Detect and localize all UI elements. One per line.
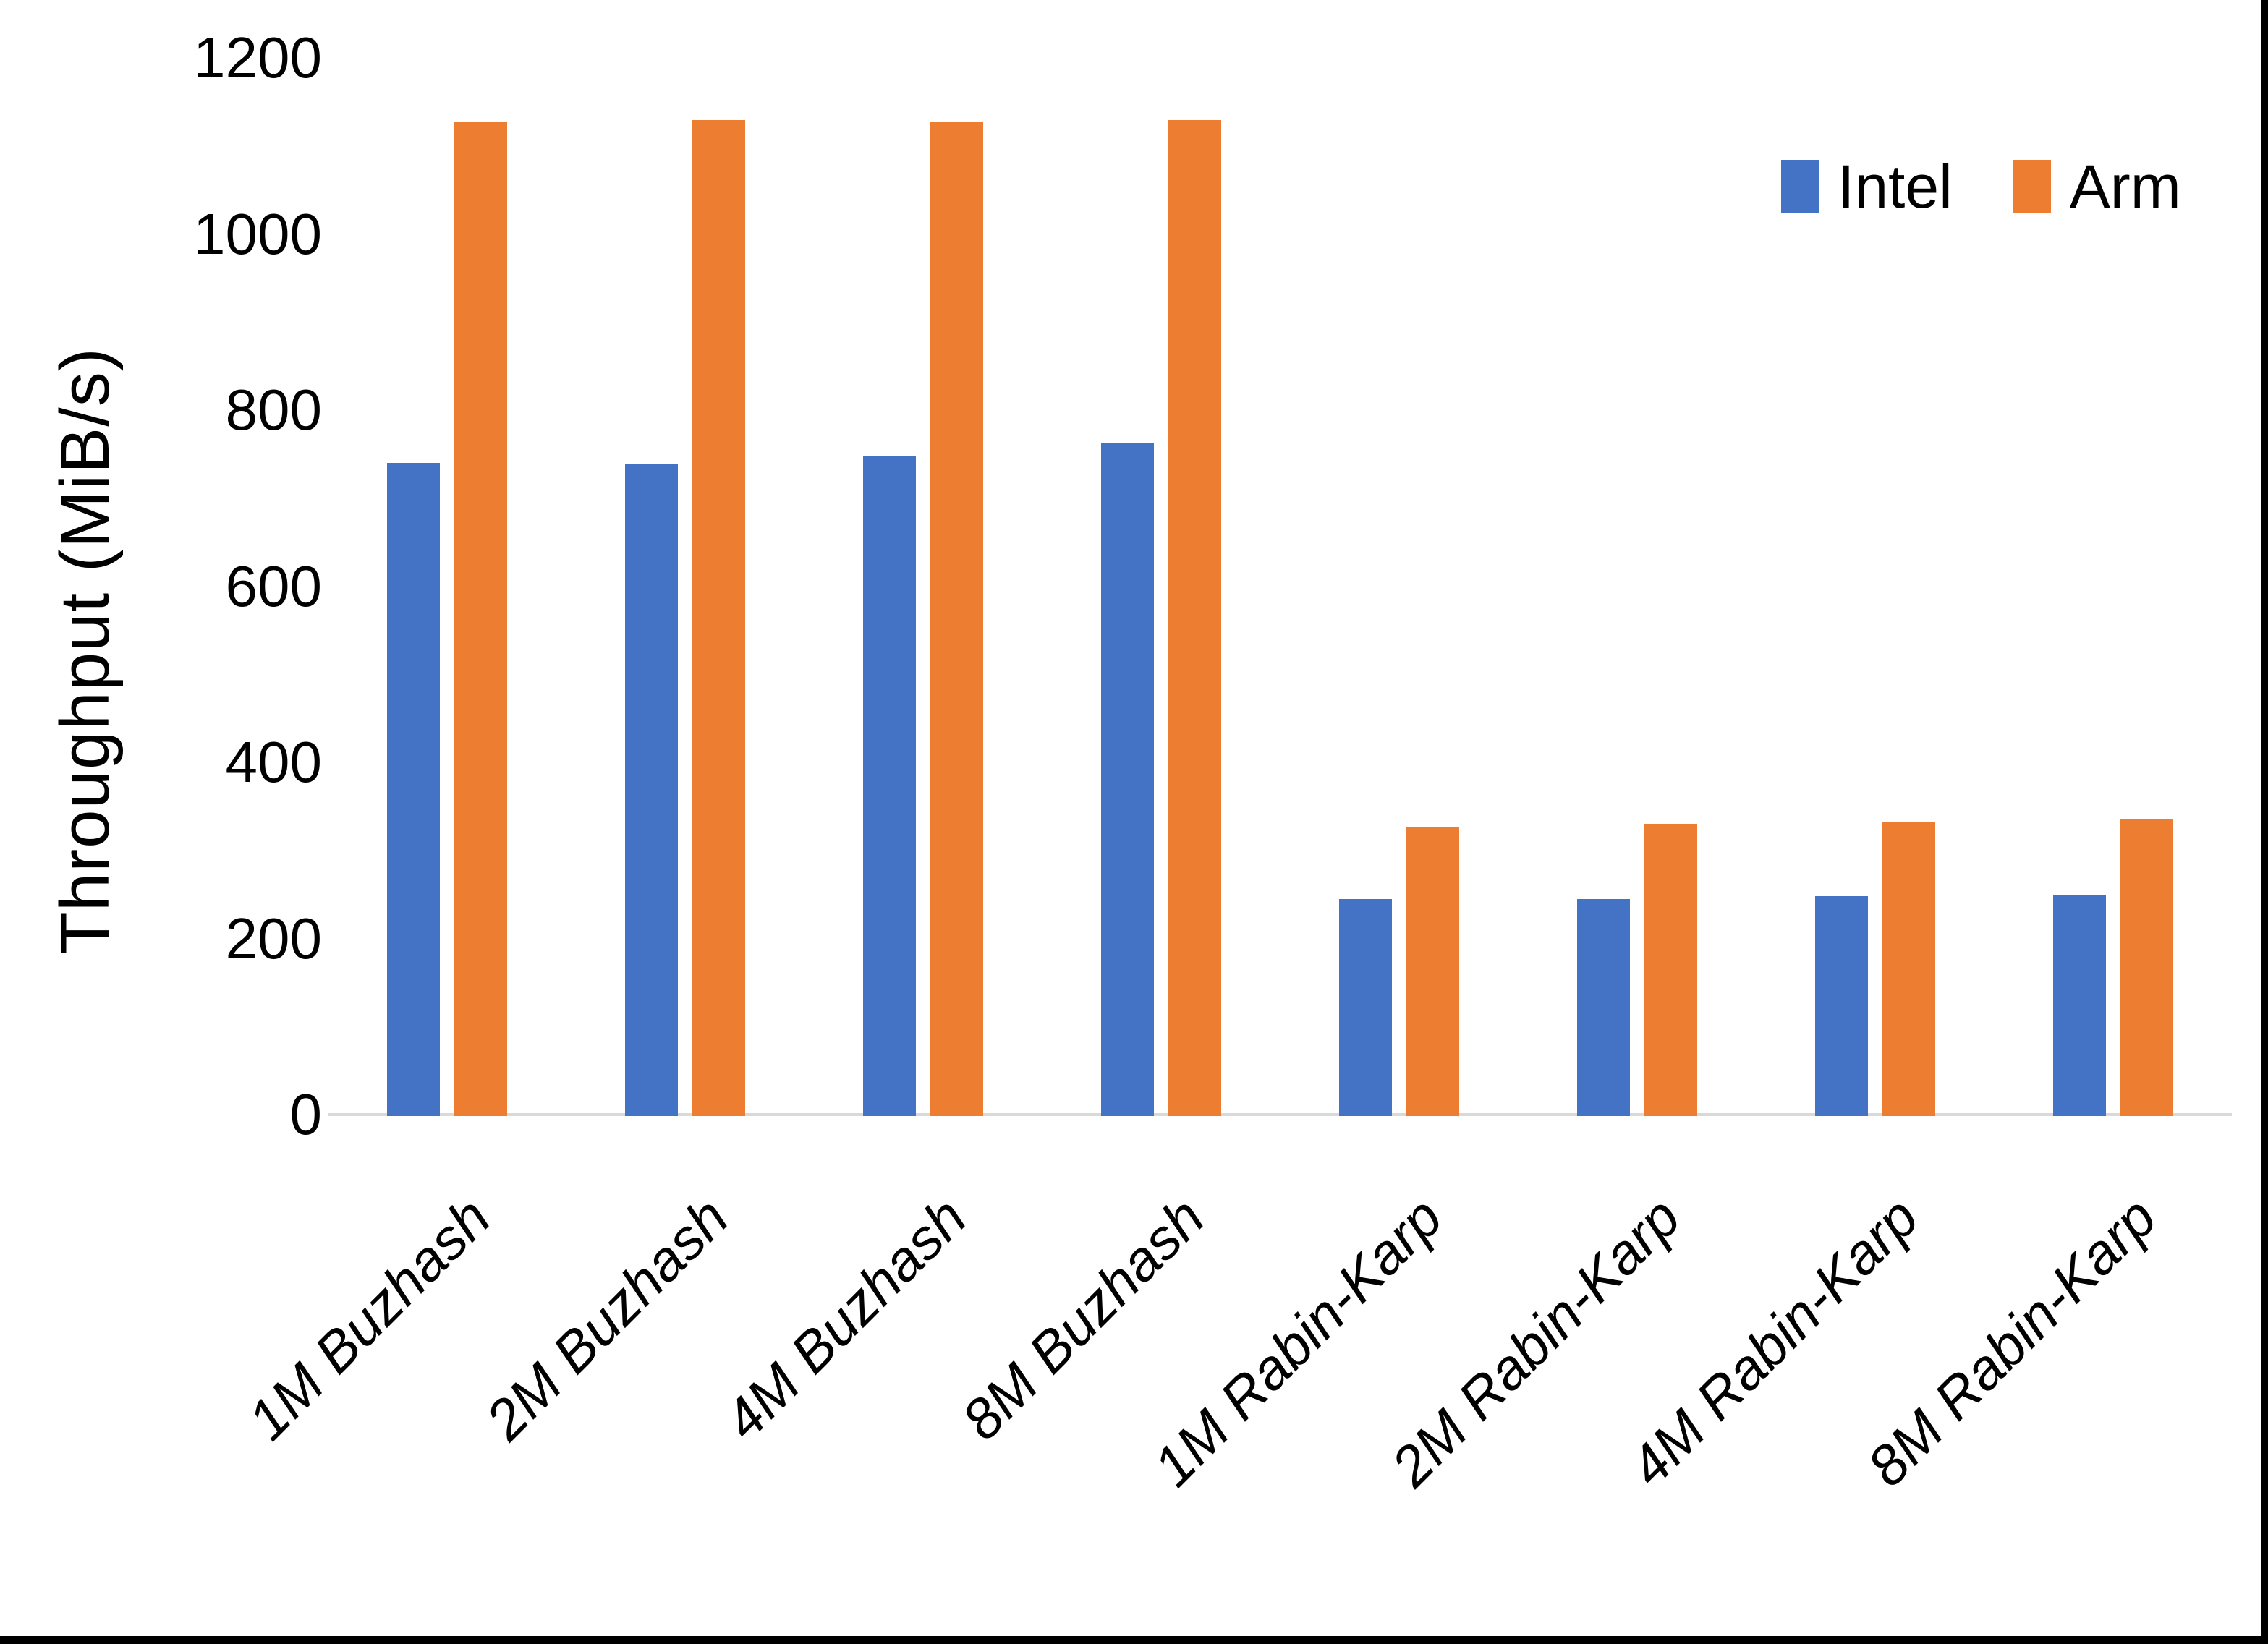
- bar-arm-2m-rabin-karp: [1644, 824, 1697, 1116]
- y-tick-400: 400: [225, 730, 322, 794]
- y-tick-0: 0: [289, 1082, 323, 1146]
- legend-label-arm: Arm: [2069, 153, 2181, 221]
- bar-intel-2m-buzhash: [625, 464, 678, 1116]
- bar-arm-2m-buzhash: [692, 120, 745, 1116]
- x-axis-line: [328, 1113, 2232, 1116]
- screen-edge-bottom: [0, 1636, 2268, 1644]
- bar-intel-4m-buzhash: [863, 456, 916, 1116]
- bar-intel-1m-rabin-karp: [1339, 899, 1392, 1116]
- bar-intel-8m-rabin-karp: [2053, 895, 2106, 1116]
- bar-arm-8m-rabin-karp: [2120, 819, 2173, 1116]
- y-tick-200: 200: [225, 906, 322, 971]
- bar-intel-1m-buzhash: [387, 463, 440, 1116]
- bar-intel-8m-buzhash: [1101, 443, 1154, 1116]
- bar-arm-8m-buzhash: [1168, 120, 1221, 1116]
- y-tick-1200: 1200: [193, 25, 322, 90]
- x-label-1m-buzhash: 1M Buzhash: [235, 1185, 503, 1452]
- screen-edge-right: [2261, 0, 2268, 1644]
- legend-swatch-arm: [2013, 160, 2051, 213]
- bar-arm-4m-buzhash: [930, 122, 983, 1116]
- x-label-8m-buzhash: 8M Buzhash: [949, 1185, 1217, 1452]
- y-tick-600: 600: [225, 553, 322, 618]
- x-label-4m-buzhash: 4M Buzhash: [711, 1185, 979, 1452]
- y-tick-800: 800: [225, 378, 322, 442]
- bar-intel-4m-rabin-karp: [1815, 896, 1868, 1116]
- x-label-2m-buzhash: 2M Buzhash: [473, 1185, 741, 1452]
- bar-arm-1m-buzhash: [454, 122, 507, 1116]
- bar-arm-1m-rabin-karp: [1406, 827, 1459, 1116]
- bar-arm-4m-rabin-karp: [1882, 822, 1935, 1116]
- legend-label-intel: Intel: [1838, 153, 1953, 221]
- legend: Intel Arm: [1781, 143, 2181, 230]
- legend-swatch-intel: [1781, 160, 1819, 213]
- y-tick-1000: 1000: [193, 201, 322, 266]
- bar-intel-2m-rabin-karp: [1577, 899, 1630, 1116]
